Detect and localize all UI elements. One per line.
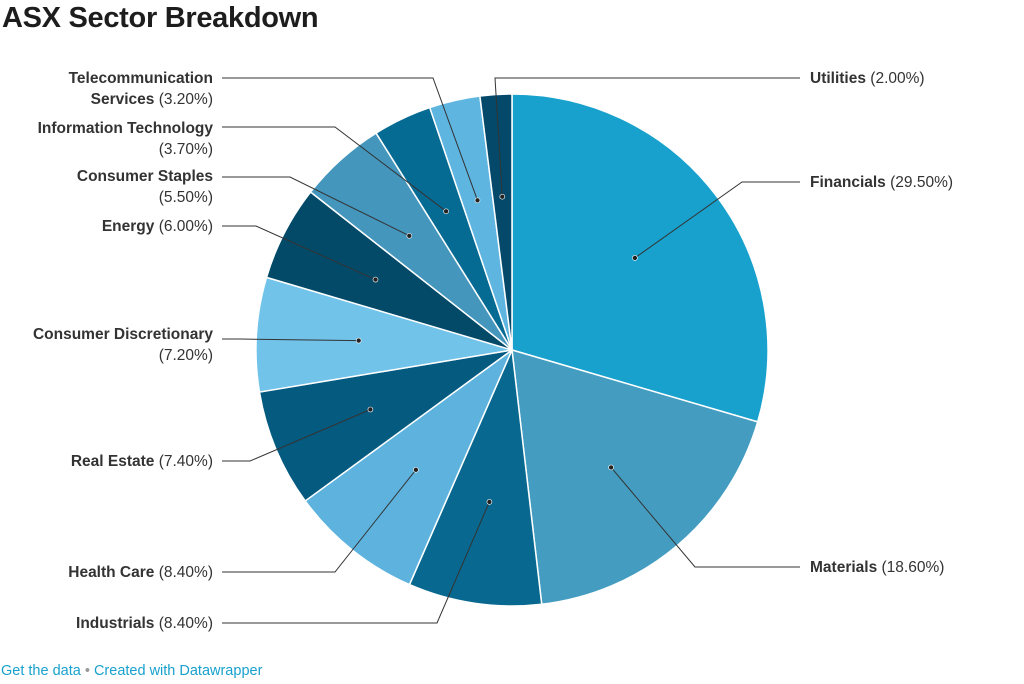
slice-label-value: (3.20%) [159, 91, 213, 108]
slice-label-real-estate: Real Estate (7.40%) [71, 453, 213, 470]
slice-label-value: (7.40%) [154, 453, 213, 470]
slice-label-health-care: Health Care (8.40%) [68, 564, 213, 581]
slice-label-value: (6.00%) [154, 218, 213, 235]
pie-slice-industrials[interactable] [408, 349, 543, 607]
leader-line-telecommunication-services [222, 77, 478, 201]
leader-dot-financials [632, 255, 638, 261]
label-leader-lines [222, 77, 800, 624]
pie-chart: Financials (29.50%) Materials (18.60%) Ind… [33, 70, 953, 632]
slice-label-information-technology-line2: (3.70%) [159, 141, 213, 158]
slice-label-value: (18.60%) [877, 559, 944, 576]
leader-dot-materials [608, 464, 614, 471]
slice-label-consumer-staples-line1: Consumer Staples [77, 168, 213, 185]
pie-slice-real-estate[interactable] [258, 349, 513, 502]
datawrapper-link[interactable]: Created with Datawrapper [93, 663, 263, 679]
slice-label-energy: Energy (6.00%) [102, 218, 213, 235]
leader-dot-health-care [413, 466, 419, 473]
leader-line-health-care [222, 469, 417, 573]
leader-line-financials [634, 181, 800, 259]
slice-label-consumer-staples-line2: (5.50%) [159, 189, 213, 206]
leader-line-energy [222, 225, 376, 281]
slice-label-name: Real Estate [71, 453, 155, 470]
leader-dot-consumer-staples [406, 233, 413, 239]
pie-slice-financials[interactable] [511, 93, 769, 423]
pie-slice-health-care[interactable] [304, 349, 513, 586]
slice-label-industrials: Industrials (8.40%) [76, 615, 213, 632]
leader-dot-energy [372, 276, 379, 283]
slice-label-name: Energy [102, 218, 155, 235]
leader-dot-information-technology [443, 208, 449, 215]
chart-title: ASX Sector Breakdown [2, 2, 319, 34]
slice-label-utilities: Utilities (2.00%) [810, 70, 925, 87]
pie-slices [255, 93, 769, 607]
leader-dot-utilities [499, 193, 506, 200]
slice-label-value: (2.00%) [866, 70, 925, 87]
leader-line-information-technology [222, 126, 447, 212]
slice-label-telecommunication-services-line2: Services (3.20%) [91, 91, 213, 108]
slice-label-materials: Materials (18.60%) [810, 559, 944, 576]
slice-label-telecommunication-services-line1: Telecommunication [69, 70, 213, 87]
leader-line-real-estate [222, 409, 371, 462]
slice-label-name: Materials [810, 559, 877, 576]
chart-footer: Get the data • Created with Datawrapper [1, 663, 262, 679]
get-data-link[interactable]: Get the data [1, 663, 81, 679]
slice-label-financials: Financials (29.50%) [810, 174, 953, 191]
slice-label-value: (8.40%) [154, 615, 213, 632]
slice-label-value: (5.50%) [159, 189, 213, 206]
leader-line-consumer-staples [222, 176, 410, 237]
leader-line-consumer-discretionary [222, 338, 359, 342]
slice-label-consumer-discretionary-line1: Consumer Discretionary [33, 326, 213, 343]
pie-slice-consumer-discretionary[interactable] [255, 276, 513, 393]
leader-dot-consumer-discretionary [355, 337, 362, 344]
slice-label-name: Services [91, 91, 159, 108]
slice-labels: Financials (29.50%) Materials (18.60%) Ind… [33, 70, 953, 632]
slice-label-information-technology-line1: Information Technology [38, 120, 214, 137]
leader-line-utilities [494, 77, 800, 197]
slice-label-name: Utilities [810, 70, 866, 87]
leader-dot-real-estate [367, 406, 374, 413]
slice-label-name: Industrials [76, 615, 154, 632]
leader-line-industrials [222, 501, 490, 624]
leader-dot-industrials [486, 499, 493, 505]
slice-label-name: Health Care [68, 564, 155, 581]
leader-dot-telecommunication-services [474, 197, 481, 204]
slice-label-value: (8.40%) [154, 564, 213, 581]
slice-label-name: Financials [810, 174, 886, 191]
footer-separator: • [84, 663, 90, 679]
slice-label-value: (7.20%) [159, 347, 213, 364]
slice-label-consumer-discretionary-line2: (7.20%) [159, 347, 213, 364]
leader-line-materials [610, 467, 800, 568]
slice-label-value: (3.70%) [159, 141, 213, 158]
slice-label-value: (29.50%) [886, 174, 953, 191]
